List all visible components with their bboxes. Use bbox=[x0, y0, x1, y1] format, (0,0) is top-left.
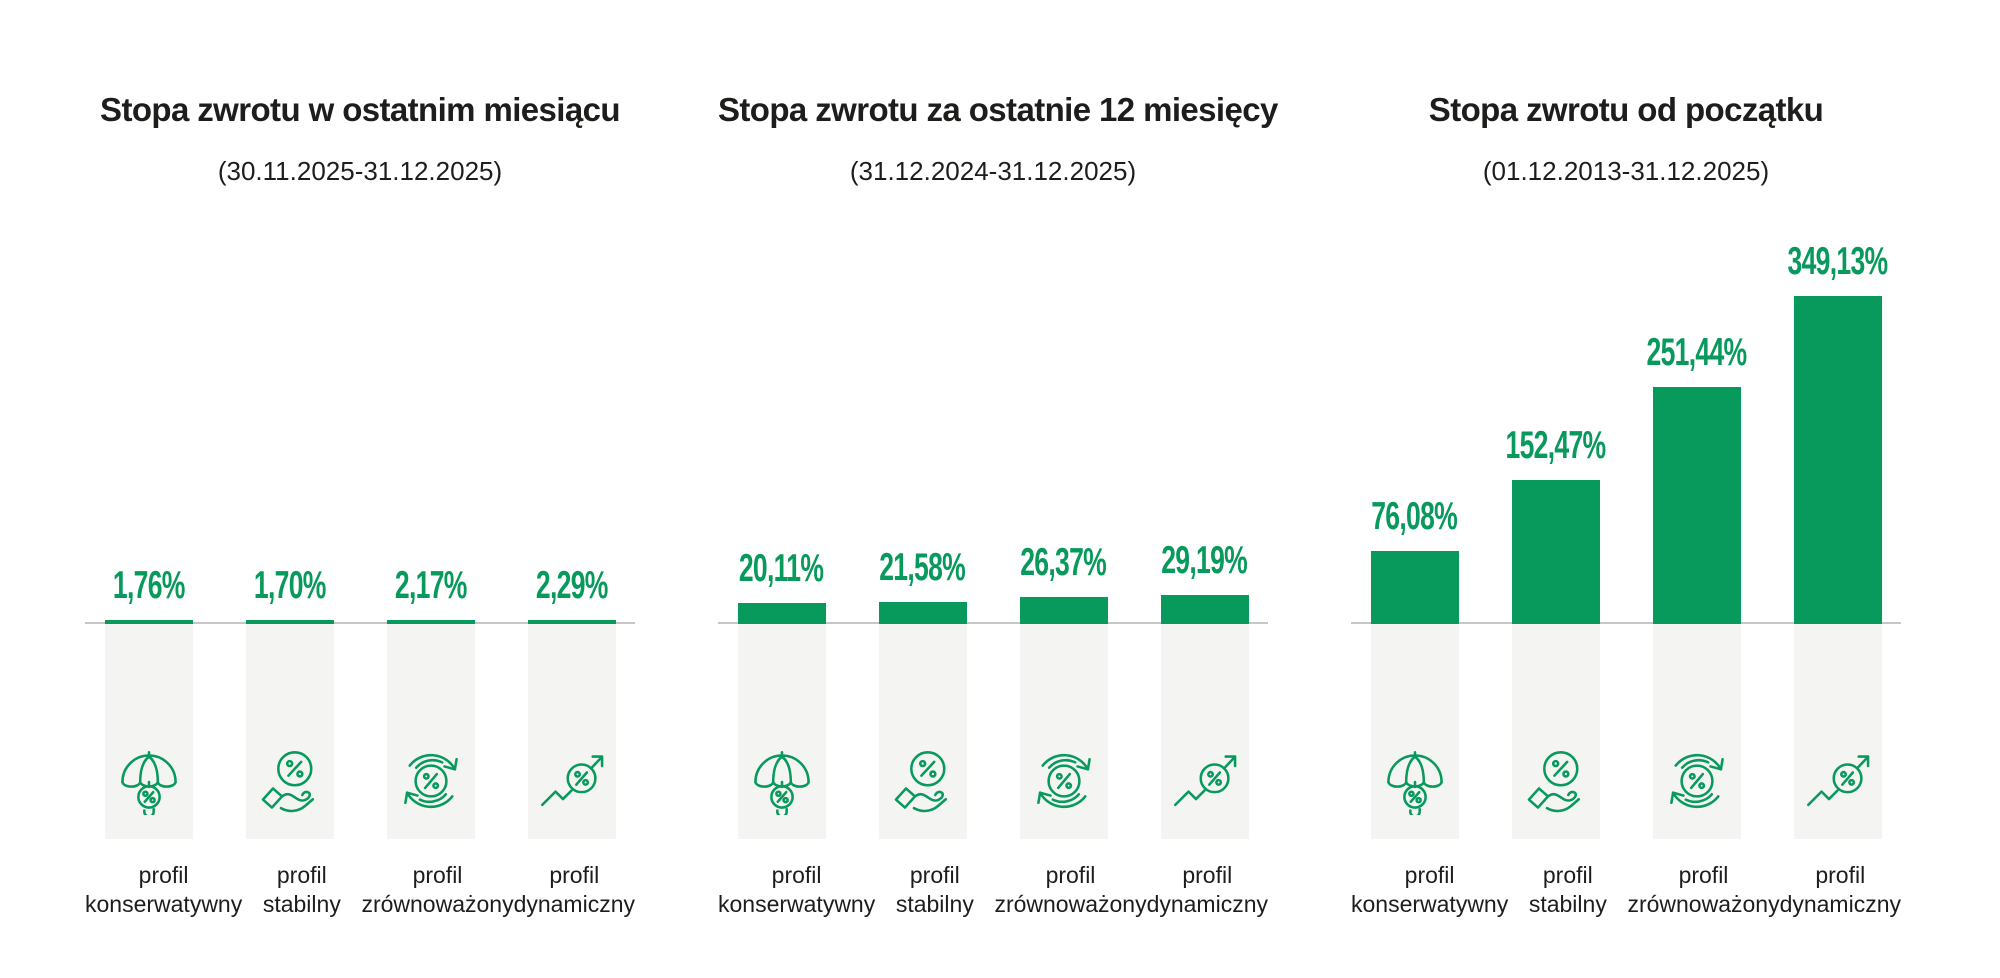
bar bbox=[1511, 479, 1600, 624]
growth-arrow-percent-icon bbox=[1804, 747, 1872, 815]
hand-holding-percent-icon bbox=[889, 747, 957, 815]
baseline-axis bbox=[85, 621, 635, 624]
bar-value-label: 29,19% bbox=[1161, 538, 1249, 582]
baseline-axis bbox=[718, 621, 1268, 624]
bar-column: 2,17% bbox=[386, 563, 475, 624]
bar bbox=[1793, 295, 1882, 624]
bar bbox=[1019, 596, 1108, 624]
chart-since-inception: Stopa zwrotu od początku (01.12.2013-31.… bbox=[1351, 64, 1901, 919]
bar bbox=[386, 619, 475, 624]
category-label: profil zrównoważony bbox=[361, 861, 514, 918]
bar bbox=[245, 619, 334, 624]
chart-last-12-months: Stopa zwrotu za ostatnie 12 miesięcy (31… bbox=[718, 64, 1278, 920]
bar bbox=[104, 619, 193, 624]
umbrella-percent-icon bbox=[1381, 747, 1449, 815]
category-label: profil konserwatywny bbox=[85, 861, 243, 918]
bar-column: 26,37% bbox=[1019, 540, 1108, 624]
cycle-percent-icon bbox=[1663, 747, 1731, 815]
category-labels: profil konserwatywny profil stabilny pro… bbox=[1351, 861, 1901, 920]
chart-title: Stopa zwrotu w ostatnim miesiącu bbox=[100, 91, 620, 129]
bar-column: 1,76% bbox=[104, 563, 193, 624]
bar-value-label: 21,58% bbox=[879, 545, 967, 589]
bar bbox=[1160, 594, 1249, 624]
profile-icon-columns bbox=[1351, 623, 1901, 839]
category-label: profil stabilny bbox=[262, 861, 341, 918]
bar-value-label: 20,11% bbox=[739, 546, 824, 590]
bar bbox=[1370, 550, 1459, 624]
category-label: profil stabilny bbox=[1528, 861, 1607, 918]
profile-column bbox=[1793, 623, 1882, 839]
chart-last-month: Stopa zwrotu w ostatnim miesiącu (30.11.… bbox=[85, 64, 635, 919]
profile-column bbox=[245, 623, 334, 839]
bar-column: 152,47% bbox=[1506, 426, 1606, 624]
bar-value-label: 1,76% bbox=[112, 563, 185, 607]
profile-column bbox=[737, 623, 826, 839]
bar-column: 251,44% bbox=[1647, 333, 1747, 624]
profile-column bbox=[386, 623, 475, 839]
profile-column bbox=[527, 623, 616, 839]
bar bbox=[527, 619, 616, 624]
hand-holding-percent-icon bbox=[256, 747, 324, 815]
bar-value-label: 1,70% bbox=[253, 563, 326, 607]
baseline-axis bbox=[1351, 621, 1901, 624]
profile-column bbox=[1652, 623, 1741, 839]
profile-column bbox=[1511, 623, 1600, 839]
category-label: profil stabilny bbox=[895, 861, 974, 918]
bar-column: 1,70% bbox=[245, 563, 334, 624]
growth-arrow-percent-icon bbox=[1171, 747, 1239, 815]
bar bbox=[878, 601, 967, 624]
cycle-percent-icon bbox=[1030, 747, 1098, 815]
growth-arrow-percent-icon bbox=[538, 747, 606, 815]
cycle-percent-icon bbox=[397, 747, 465, 815]
chart-subtitle: (31.12.2024-31.12.2025) bbox=[849, 155, 1137, 186]
bar-column: 349,13% bbox=[1788, 242, 1888, 624]
returns-charts-row: Stopa zwrotu w ostatnim miesiącu (30.11.… bbox=[85, 64, 1901, 920]
bar-value-label: 2,29% bbox=[535, 563, 608, 607]
chart-subtitle: (30.11.2025-31.12.2025) bbox=[217, 155, 503, 186]
plot-area: 20,11% 21,58% 26,37% 29,19% bbox=[718, 187, 1268, 624]
bar-column: 29,19% bbox=[1160, 538, 1249, 624]
bar-value-label: 152,47% bbox=[1505, 423, 1607, 467]
bar bbox=[1652, 386, 1741, 624]
bar-column: 76,08% bbox=[1370, 494, 1459, 624]
category-label: profil dynamiczny bbox=[1779, 861, 1901, 918]
profile-column bbox=[104, 623, 193, 839]
profile-column bbox=[878, 623, 967, 839]
category-label: profil zrównoważony bbox=[994, 861, 1147, 918]
chart-title: Stopa zwrotu za ostatnie 12 miesięcy bbox=[718, 91, 1278, 129]
profile-icon-columns bbox=[718, 623, 1268, 839]
category-label: profil zrównoważony bbox=[1627, 861, 1780, 918]
bar-column: 2,29% bbox=[527, 563, 616, 624]
chart-subtitle: (01.12.2013-31.12.2025) bbox=[1482, 155, 1770, 186]
hand-holding-percent-icon bbox=[1522, 747, 1590, 815]
umbrella-percent-icon bbox=[748, 747, 816, 815]
profile-column bbox=[1370, 623, 1459, 839]
chart-title: Stopa zwrotu od początku bbox=[1428, 91, 1824, 129]
category-label: profil dynamiczny bbox=[513, 861, 635, 918]
profile-column bbox=[1019, 623, 1108, 839]
category-label: profil konserwatywny bbox=[718, 861, 876, 918]
category-labels: profil konserwatywny profil stabilny pro… bbox=[718, 861, 1268, 920]
umbrella-percent-icon bbox=[115, 747, 183, 815]
plot-area: 76,08% 152,47% 251,44% 349,13% bbox=[1351, 187, 1901, 624]
plot-area: 1,76% 1,70% 2,17% 2,29% bbox=[85, 187, 635, 624]
category-label: profil dynamiczny bbox=[1146, 861, 1268, 918]
profile-icon-columns bbox=[85, 623, 635, 839]
bar-value-label: 349,13% bbox=[1787, 239, 1889, 283]
bar-value-label: 251,44% bbox=[1646, 330, 1748, 374]
bar-column: 21,58% bbox=[878, 545, 967, 624]
category-label: profil konserwatywny bbox=[1351, 861, 1509, 918]
bar-value-label: 26,37% bbox=[1020, 540, 1108, 584]
bar bbox=[737, 602, 826, 624]
bar-column: 20,11% bbox=[737, 546, 826, 624]
bar-value-label: 76,08% bbox=[1371, 494, 1459, 538]
bar-value-label: 2,17% bbox=[394, 563, 467, 607]
category-labels: profil konserwatywny profil stabilny pro… bbox=[85, 861, 635, 920]
profile-column bbox=[1160, 623, 1249, 839]
